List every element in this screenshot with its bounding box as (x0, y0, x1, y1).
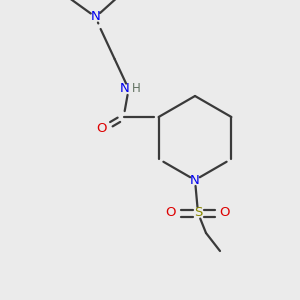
Text: O: O (166, 206, 176, 220)
Text: N: N (91, 11, 100, 23)
Text: N: N (120, 82, 130, 95)
Text: S: S (194, 206, 202, 220)
Text: O: O (96, 122, 107, 134)
Text: O: O (220, 206, 230, 220)
Text: H: H (132, 82, 141, 94)
Text: N: N (190, 173, 200, 187)
